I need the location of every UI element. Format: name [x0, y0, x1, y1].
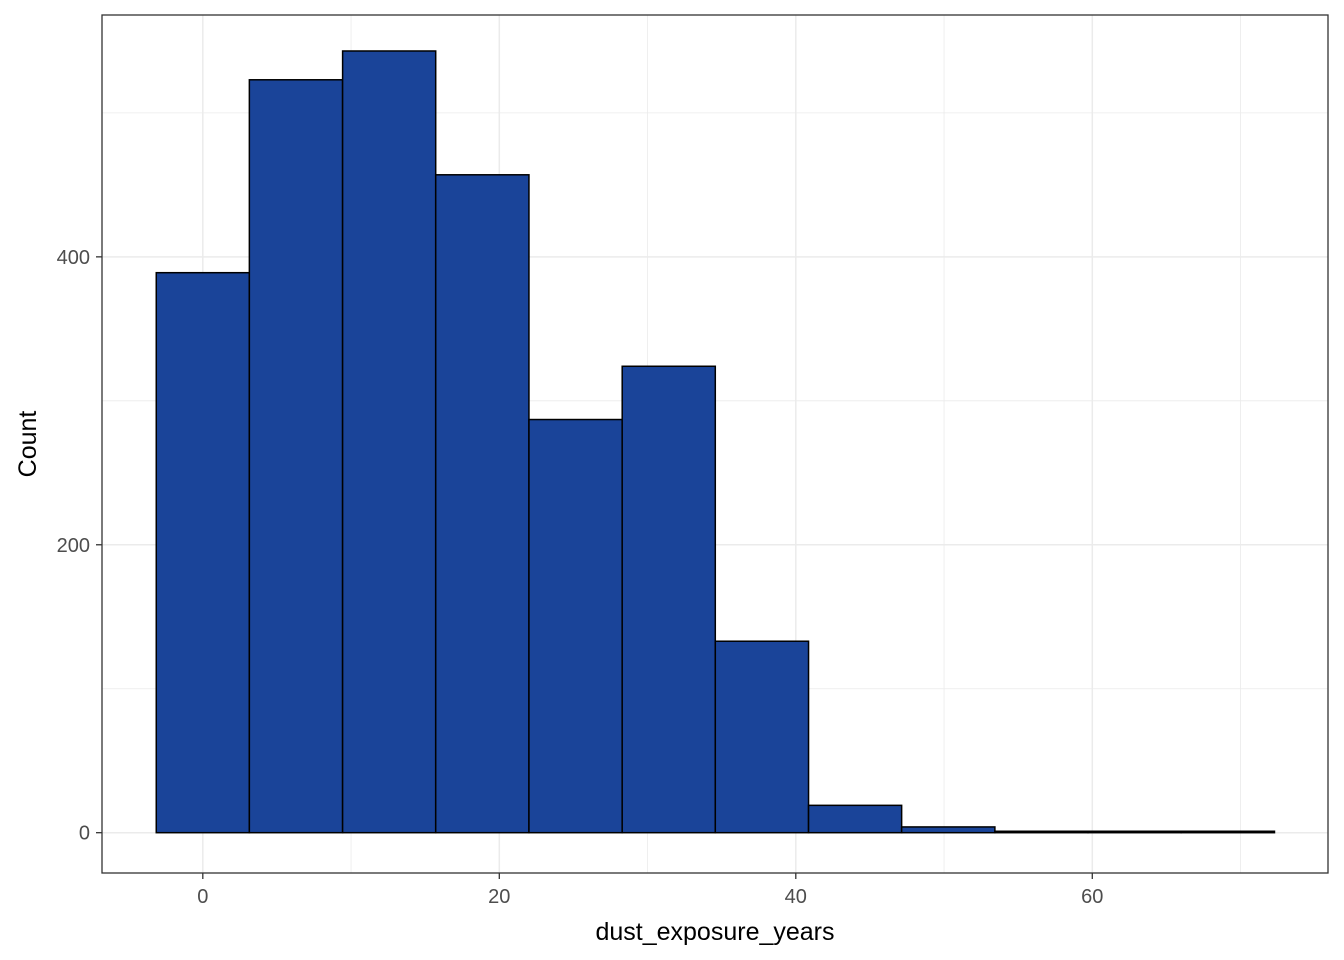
y-tick-label: 200 [57, 535, 90, 557]
y-tick-label: 0 [79, 823, 90, 845]
histogram-bar [434, 174, 530, 834]
plot-border [101, 14, 1329, 874]
x-tick-label: 0 [197, 886, 208, 908]
histogram-bar [248, 79, 344, 834]
histogram-bar [994, 830, 1089, 834]
histogram-bar [341, 50, 437, 834]
histogram-bar [900, 826, 996, 834]
x-axis-title: dust_exposure_years [595, 918, 834, 946]
x-axis: 0 20 40 60 [197, 873, 1103, 908]
histogram-bar [807, 804, 903, 834]
y-axis: 0 200 400 [57, 247, 102, 845]
y-tick-label: 400 [57, 247, 90, 269]
x-tick-label: 20 [488, 886, 510, 908]
x-tick-label: 60 [1081, 886, 1103, 908]
histogram-bar [714, 640, 810, 834]
y-axis-title: Count [14, 411, 42, 478]
x-tick-label: 40 [785, 886, 807, 908]
bars [155, 50, 1276, 834]
histogram-bar [621, 365, 717, 834]
histogram-bar [1180, 830, 1276, 834]
histogram-bar [1087, 830, 1182, 834]
histogram-bar [155, 271, 251, 834]
histogram-bar [528, 418, 623, 834]
